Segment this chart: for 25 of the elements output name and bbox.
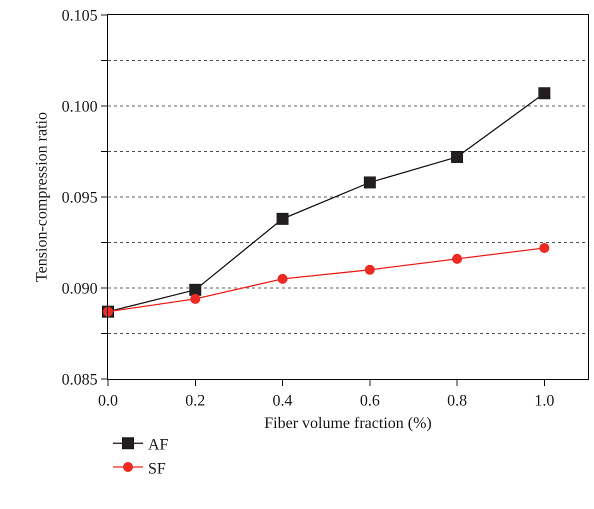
x-tick-label: 0.4	[272, 392, 293, 410]
y-tick-label: 0.105	[62, 8, 98, 25]
point	[190, 294, 200, 304]
point	[276, 212, 289, 225]
y-tick-label: 0.085	[62, 372, 98, 389]
y-axis-title: Tension-compression ratio	[34, 112, 51, 282]
x-tick-label: 0.2	[185, 392, 206, 410]
point	[451, 150, 464, 163]
y-tick-label: 0.100	[62, 98, 98, 116]
y-tick-label: 0.095	[62, 190, 98, 207]
point	[189, 284, 202, 296]
point	[278, 274, 288, 284]
point	[539, 242, 550, 253]
x-tick-label: 1.0	[534, 392, 554, 410]
x-tick-label: 0.6	[360, 392, 380, 410]
x-tick-label: 0.0	[98, 392, 118, 410]
point	[452, 254, 462, 264]
legend-label: AF	[148, 436, 169, 454]
legend-label: SF	[148, 460, 166, 478]
x-axis-title: Fiber volume fraction (%)	[264, 415, 432, 432]
y-tick-label: 0.090	[62, 280, 98, 298]
point	[364, 176, 376, 188]
x-tick-label: 0.8	[447, 392, 468, 410]
point	[364, 264, 375, 275]
point	[538, 87, 550, 100]
